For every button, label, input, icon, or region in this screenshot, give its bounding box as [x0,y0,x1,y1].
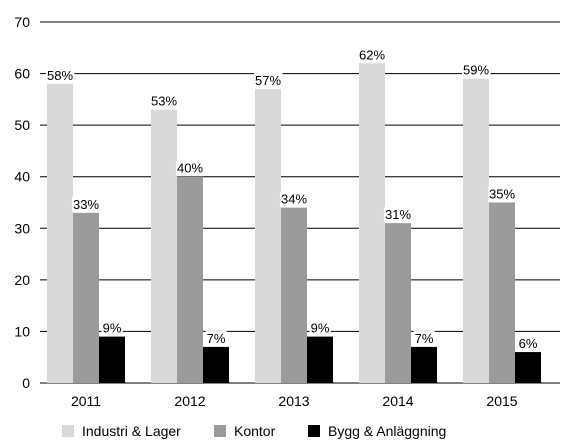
y-tick-label: 40 [14,169,30,185]
bar-2014-0 [359,63,385,383]
data-label: 53% [151,94,177,109]
data-label: 62% [359,47,385,62]
x-tick-label: 2015 [486,393,517,409]
data-label-bg [279,191,309,207]
data-label: 35% [489,187,515,202]
data-label: 6% [519,336,538,351]
bar-2012-0 [151,109,177,384]
y-tick-label: 70 [14,14,30,30]
data-label-bg [383,207,413,223]
data-label: 57% [255,73,281,88]
y-tick-label: 10 [14,323,30,339]
data-label-bg [253,73,283,89]
data-label: 7% [207,331,226,346]
x-tick-label: 2012 [174,393,205,409]
bar-2013-2 [307,336,333,383]
data-label: 9% [311,321,330,336]
legend: Industri & Lager Kontor Bygg & Anläggning [62,423,446,439]
x-tick-label: 2011 [71,393,101,409]
legend-swatch-0 [62,425,74,437]
data-label: 7% [415,331,434,346]
data-label-bg [413,330,435,346]
data-label-bg [45,67,75,83]
y-tick-label: 30 [14,220,30,236]
data-label-bg [71,196,101,212]
data-label: 31% [385,207,411,222]
bar-2015-2 [515,352,541,383]
bar-2011-2 [99,336,125,383]
x-tick-label: 2014 [382,393,413,409]
x-axis: 2011 2012 2013 2014 2015 [71,393,518,409]
legend-label-2: Bygg & Anläggning [328,423,446,439]
data-label: 33% [73,197,99,212]
bar-2011-1 [73,212,99,383]
y-tick-label: 0 [22,375,30,391]
data-label-bg [461,62,491,78]
data-label-bg [205,330,227,346]
legend-label-1: Kontor [234,423,276,439]
y-tick-label: 60 [14,66,30,82]
bar-2014-2 [411,346,437,383]
y-axis: 0 10 20 30 40 50 60 70 [14,14,30,391]
bar-2012-2 [203,346,229,383]
y-tick-label: 50 [14,117,30,133]
data-label-bg [175,160,205,176]
bar-2015-1 [489,202,515,383]
bar-2011-0 [47,83,73,383]
legend-label-0: Industri & Lager [82,423,181,439]
legend-swatch-2 [308,425,320,437]
legend-swatch-1 [214,425,226,437]
bar-2012-1 [177,176,203,383]
data-label-bg [149,93,179,109]
data-label-bg [101,320,123,336]
data-label-bg [309,320,331,336]
data-label: 59% [463,63,489,78]
data-label-bg [487,186,517,202]
y-tick-label: 20 [14,272,30,288]
x-tick-label: 2013 [278,393,309,409]
bars [47,63,541,384]
data-label-bg [357,47,387,63]
data-label: 9% [103,321,122,336]
data-label: 34% [281,192,307,207]
bar-2015-0 [463,78,489,383]
bar-2013-1 [281,207,307,383]
bar-2014-1 [385,223,411,383]
data-label: 58% [47,68,73,83]
data-labels: 58% 33% 9% 53% 40% 7% 57% 34% 9% 62% 31% 7% 59% 35% 6% [45,47,539,352]
data-label: 40% [177,161,203,176]
bar-2013-0 [255,89,281,384]
data-label-bg [517,336,539,352]
